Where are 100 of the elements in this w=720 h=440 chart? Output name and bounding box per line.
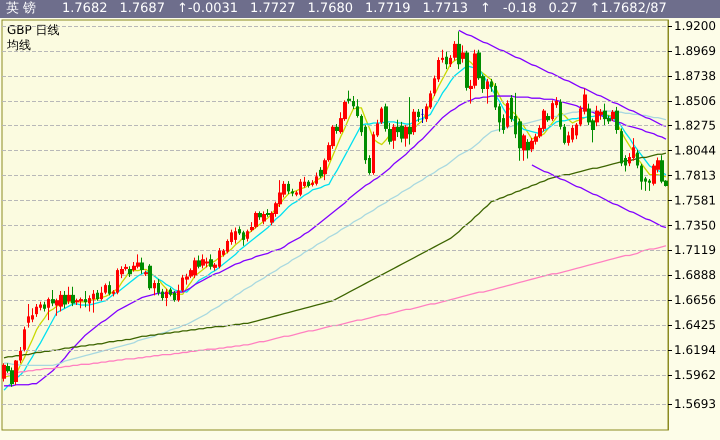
- candlestick: [640, 163, 643, 190]
- candlestick: [380, 106, 383, 125]
- candlestick: [35, 303, 38, 318]
- chart-title: 英 镑: [6, 1, 36, 16]
- candlestick: [400, 121, 404, 143]
- candlestick: [315, 172, 318, 186]
- candlestick: [546, 112, 550, 122]
- candlestick: [96, 289, 99, 302]
- candlestick: [563, 124, 566, 146]
- candlestick: [559, 98, 562, 130]
- y-tick-label: 1.5962: [674, 368, 716, 382]
- text: 1.7727: [250, 1, 296, 16]
- text: ↑-0.0031: [176, 1, 238, 16]
- candlestick: [571, 124, 574, 143]
- candlestick: [575, 122, 578, 140]
- candlestick: [197, 254, 201, 269]
- y-tick-label: 1.6194: [674, 342, 716, 357]
- y-tick-label: 1.7813: [674, 168, 716, 182]
- legend-title: 均线: [6, 38, 31, 52]
- candlestick: [453, 40, 457, 62]
- text: ↑: [480, 1, 491, 16]
- y-tick-label: 1.6656: [674, 293, 716, 308]
- text: -0.18: [502, 1, 537, 16]
- y-tick-label: 1.8738: [674, 68, 716, 83]
- candlestick: [10, 367, 14, 388]
- candlestick: [356, 98, 359, 118]
- candlestick: [615, 106, 619, 134]
- candlestick: [648, 178, 651, 192]
- candlestick: [51, 289, 55, 307]
- candlestick: [660, 154, 664, 184]
- text: 1.7713: [422, 1, 468, 16]
- candlestick: [412, 108, 416, 136]
- candlestick: [2, 362, 6, 382]
- candlestick: [595, 105, 599, 127]
- candlestick: [209, 254, 213, 270]
- y-tick-label: 1.7119: [674, 243, 716, 258]
- candlestick: [307, 180, 310, 188]
- text: 1.7680: [308, 1, 354, 16]
- candlestick: [59, 290, 63, 312]
- candlestick: [14, 359, 18, 386]
- candlestick: [43, 301, 46, 312]
- candlestick: [47, 297, 50, 321]
- candlestick: [67, 286, 71, 304]
- candlestick: [335, 124, 339, 134]
- text: 1.7682: [62, 1, 108, 16]
- candlestick: [254, 210, 258, 230]
- candlestick: [291, 188, 294, 197]
- candlestick: [445, 51, 448, 70]
- candlestick: [165, 288, 168, 307]
- candlestick: [449, 54, 452, 68]
- y-tick-label: 1.5693: [674, 396, 716, 411]
- y-tick-label: 1.6888: [674, 268, 716, 282]
- candlestick: [461, 44, 465, 64]
- candlestick: [201, 254, 205, 269]
- candlestick: [84, 290, 87, 308]
- y-tick-label: 1.7581: [674, 193, 716, 208]
- candlestick: [457, 30, 461, 70]
- candlestick: [27, 303, 30, 328]
- y-tick-label: 1.7350: [674, 218, 716, 232]
- candlestick: [63, 290, 67, 309]
- candlestick: [92, 289, 95, 314]
- candlestick: [177, 284, 180, 302]
- candlestick: [148, 264, 152, 290]
- candlestick: [347, 90, 351, 104]
- candlestick: [392, 124, 396, 150]
- candlestick: [100, 286, 103, 302]
- candlestick: [421, 108, 424, 124]
- candlestick: [522, 133, 526, 162]
- candlestick: [205, 257, 209, 268]
- candlestick: [246, 229, 249, 242]
- candlestick: [242, 230, 245, 246]
- candlestick: [193, 257, 197, 279]
- candlestick: [551, 100, 554, 122]
- candlestick: [506, 100, 509, 129]
- candlestick: [530, 138, 534, 153]
- candlestick: [104, 282, 107, 295]
- candlestick: [486, 78, 489, 104]
- y-tick-label: 1.6425: [674, 318, 716, 332]
- candlestick: [136, 254, 140, 269]
- candlestick: [287, 180, 290, 195]
- candlestick: [266, 208, 270, 218]
- candlestick: [79, 297, 83, 309]
- candlestick: [23, 326, 26, 352]
- candlestick: [75, 298, 79, 306]
- candlestick: [636, 149, 639, 169]
- candlestick: [108, 280, 111, 296]
- text: 0.27: [548, 1, 578, 16]
- candlestick: [417, 108, 420, 122]
- y-tick-label: 1.9200: [674, 19, 716, 34]
- candlestick: [441, 49, 444, 64]
- candlestick: [262, 210, 266, 225]
- candlestick: [173, 290, 176, 302]
- candlestick: [153, 280, 156, 296]
- candlestick: [465, 50, 469, 92]
- candlestick: [234, 226, 237, 244]
- candlestick: [352, 96, 355, 110]
- y-tick-label: 1.8969: [674, 44, 716, 58]
- y-tick-label: 1.8044: [674, 144, 716, 158]
- text: 1.7719: [365, 1, 411, 16]
- candlestick: [526, 138, 530, 160]
